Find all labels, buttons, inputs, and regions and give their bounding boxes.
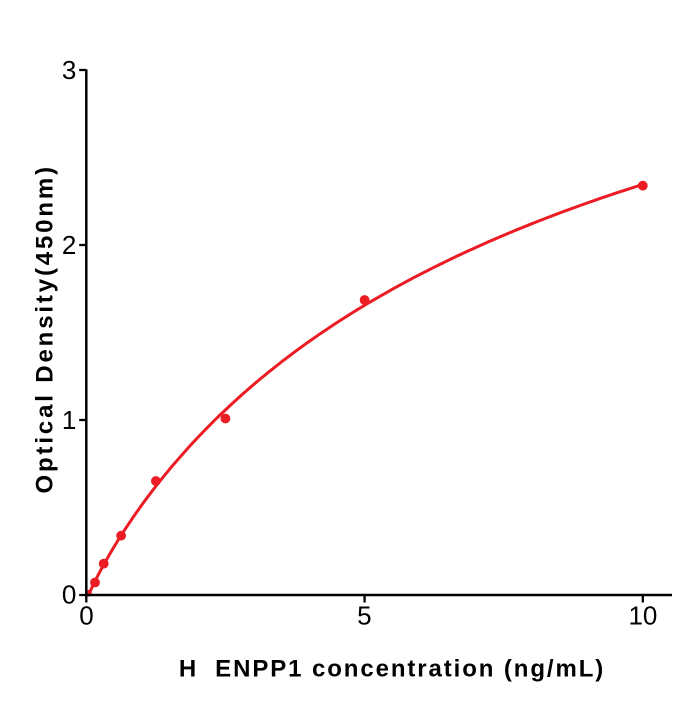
svg-text:5: 5	[357, 601, 371, 631]
svg-text:0: 0	[62, 579, 76, 609]
svg-text:3: 3	[62, 55, 76, 85]
svg-text:1: 1	[62, 405, 76, 435]
svg-text:10: 10	[628, 601, 657, 631]
svg-text:H ENPP1 concentration (ng/mL): H ENPP1 concentration (ng/mL)	[179, 656, 605, 683]
svg-text:2: 2	[62, 230, 76, 260]
svg-text:0: 0	[79, 601, 93, 631]
svg-text:Optical Density(450nm): Optical Density(450nm)	[31, 164, 58, 493]
